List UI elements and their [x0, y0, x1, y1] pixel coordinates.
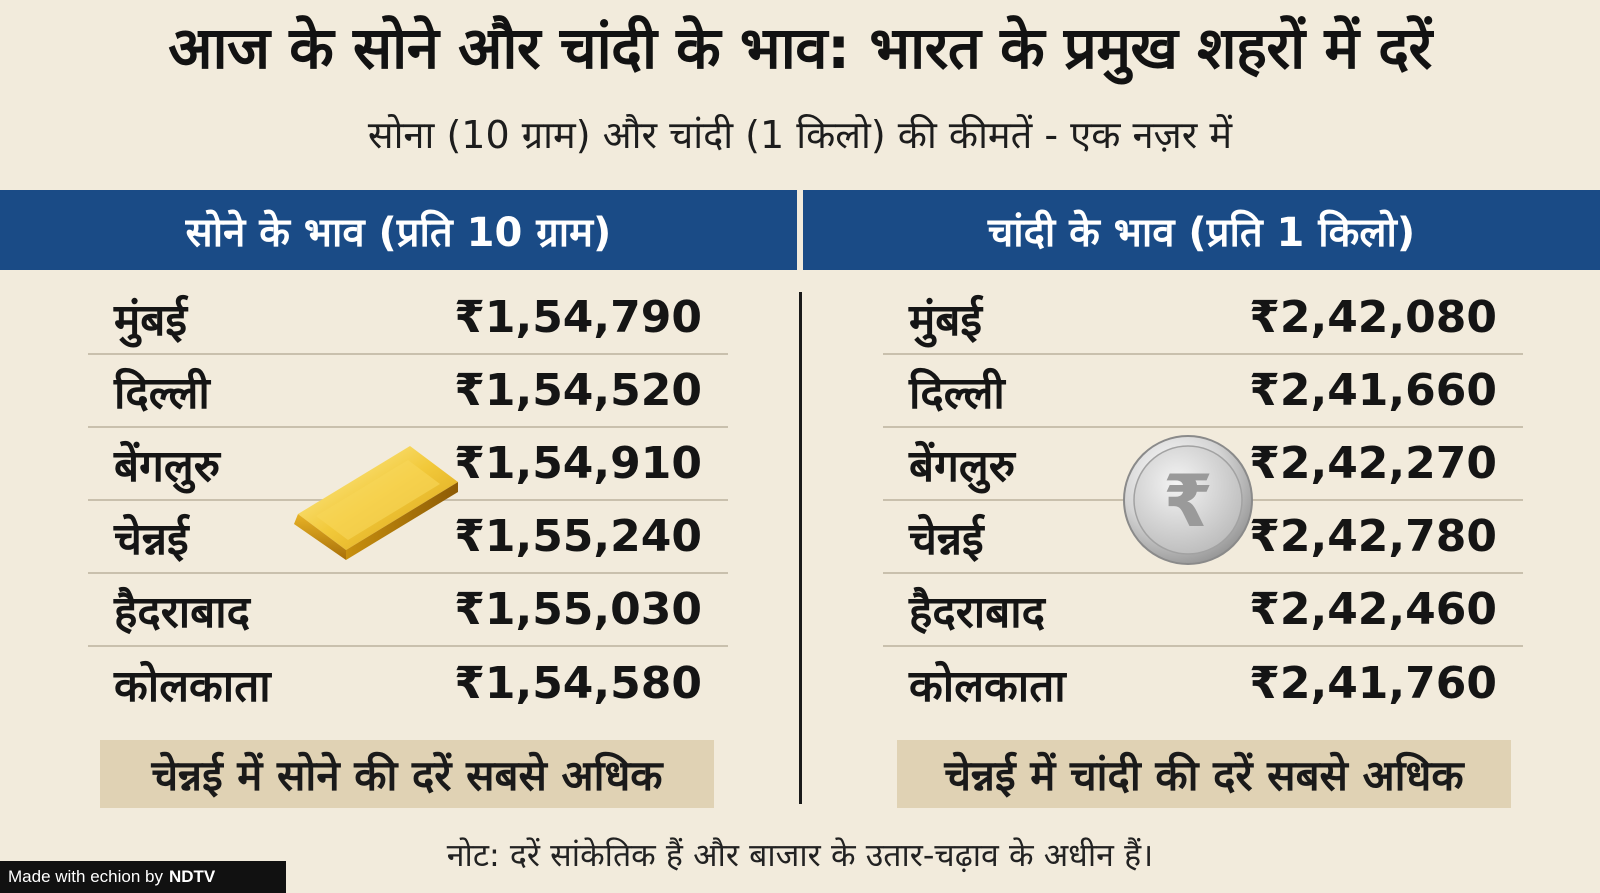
gold-bar-icon — [294, 446, 458, 560]
silver-row-hyderabad: हैदराबाद ₹2,42,460 — [883, 574, 1523, 647]
gold-row-kolkata: कोलकाता ₹1,54,580 — [88, 647, 728, 720]
column-divider — [799, 292, 802, 804]
silver-price: ₹2,42,460 — [1249, 584, 1497, 635]
silver-row-kolkata: कोलकाता ₹2,41,760 — [883, 647, 1523, 720]
silver-price: ₹2,42,780 — [1249, 511, 1497, 562]
gold-highlight-note: चेन्नई में सोने की दरें सबसे अधिक — [100, 740, 714, 808]
silver-row-delhi: दिल्ली ₹2,41,660 — [883, 355, 1523, 428]
silver-rupee-coin-icon: ₹ — [1123, 435, 1253, 565]
city-name: बेंगलुरु — [909, 440, 1016, 492]
disclaimer-note: नोट: दरें सांकेतिक हैं और बाजार के उतार-… — [446, 836, 1154, 874]
gold-price: ₹1,54,520 — [454, 365, 702, 416]
city-name: कोलकाता — [909, 660, 1066, 712]
badge-brand-logo: NDTV — [168, 867, 216, 886]
silver-row-mumbai: मुंबई ₹2,42,080 — [883, 282, 1523, 355]
city-name: चेन्नई — [114, 513, 189, 565]
city-name: बेंगलुरु — [114, 440, 221, 492]
gold-price-table: मुंबई ₹1,54,790 दिल्ली ₹1,54,520 बेंगलुर… — [88, 282, 728, 720]
page-title: आज के सोने और चांदी के भाव: भारत के प्रम… — [168, 14, 1432, 82]
silver-row-chennai: चेन्नई ₹2,42,780 — [883, 501, 1523, 574]
gold-price: ₹1,55,030 — [454, 584, 702, 635]
city-name: हैदराबाद — [909, 586, 1046, 638]
silver-price: ₹2,42,080 — [1249, 292, 1497, 343]
city-name: कोलकाता — [114, 660, 271, 712]
city-name: हैदराबाद — [114, 586, 251, 638]
badge-prefix: Made with echion by — [8, 867, 163, 886]
silver-price: ₹2,41,760 — [1249, 658, 1497, 709]
city-name: मुंबई — [114, 294, 188, 346]
coin-rupee-symbol: ₹ — [1163, 459, 1213, 543]
gold-row-hyderabad: हैदराबाद ₹1,55,030 — [88, 574, 728, 647]
silver-price: ₹2,41,660 — [1249, 365, 1497, 416]
gold-price: ₹1,54,790 — [454, 292, 702, 343]
made-with-badge[interactable]: Made with echion by NDTV — [0, 861, 286, 893]
city-name: दिल्ली — [114, 367, 210, 419]
gold-section-header: सोने के भाव (प्रति 10 ग्राम) — [0, 190, 797, 270]
gold-row-mumbai: मुंबई ₹1,54,790 — [88, 282, 728, 355]
city-name: मुंबई — [909, 294, 983, 346]
page-subtitle: सोना (10 ग्राम) और चांदी (1 किलो) की कीम… — [367, 113, 1233, 157]
gold-row-delhi: दिल्ली ₹1,54,520 — [88, 355, 728, 428]
gold-row-chennai: चेन्नई ₹1,55,240 — [88, 501, 728, 574]
city-name: चेन्नई — [909, 513, 984, 565]
silver-highlight-note: चेन्नई में चांदी की दरें सबसे अधिक — [897, 740, 1511, 808]
gold-price: ₹1,54,580 — [454, 658, 702, 709]
city-name: दिल्ली — [909, 367, 1005, 419]
gold-price: ₹1,54,910 — [454, 438, 702, 489]
silver-section-header: चांदी के भाव (प्रति 1 किलो) — [803, 190, 1600, 270]
silver-price: ₹2,42,270 — [1249, 438, 1497, 489]
gold-price: ₹1,55,240 — [454, 511, 702, 562]
